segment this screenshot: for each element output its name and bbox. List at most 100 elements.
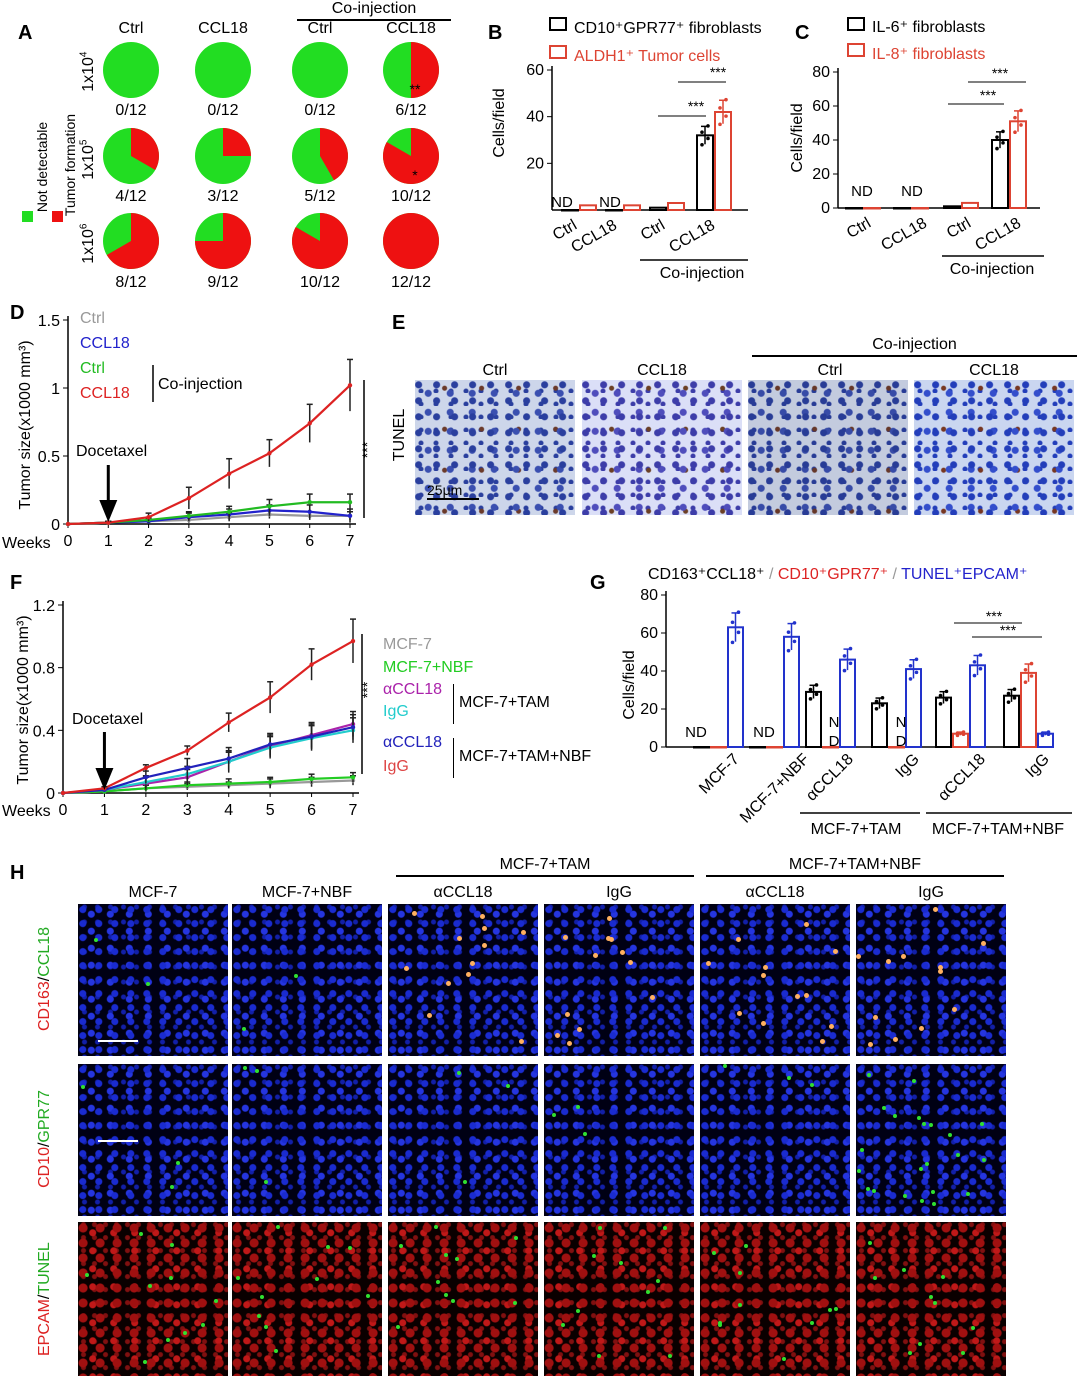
signal-dot <box>457 936 462 941</box>
signal-dot <box>607 916 612 921</box>
signal-dot <box>706 961 711 966</box>
signal-dot <box>787 1076 791 1080</box>
signal-dot <box>718 1321 722 1325</box>
series-line-1 <box>62 776 354 795</box>
point-5-3 <box>185 748 190 753</box>
dot-2-4-0 <box>972 673 977 678</box>
signal-dot <box>236 1276 240 1280</box>
legend-red-swatch <box>52 211 63 222</box>
x-tick-label: 0 <box>59 802 68 819</box>
panel-e-group-rule <box>752 355 1077 357</box>
panel-a-label: A <box>18 22 33 44</box>
y-tick-label: 20 <box>812 166 830 183</box>
dot-1-3-1 <box>1019 123 1023 127</box>
signal-dot <box>399 1244 403 1248</box>
dot-0-5-0 <box>1006 700 1011 704</box>
signal-dot <box>276 1225 280 1229</box>
panel-h-image-1-0 <box>78 1064 228 1216</box>
signal-dot <box>918 1342 922 1346</box>
sig-c-2: *** <box>992 65 1009 81</box>
signal-dot <box>886 959 891 964</box>
bar-2-2 <box>839 658 856 748</box>
signal-dot <box>737 1011 742 1016</box>
panel-h-col-1: MCF-7 <box>128 884 178 901</box>
signal-dot <box>810 1321 814 1325</box>
signal-dot <box>920 1199 924 1203</box>
panel-h-image-0-2 <box>388 904 538 1056</box>
signal-dot <box>620 950 625 955</box>
signal-dot <box>315 1277 319 1281</box>
signal-dot <box>451 1299 455 1303</box>
panel-h-row-2-b: GPR77 <box>36 1090 53 1143</box>
dot-2-5-2 <box>1040 731 1045 735</box>
y-tick-label: 80 <box>812 64 830 81</box>
signal-dot <box>723 1064 727 1068</box>
pie-2-3-label: 12/12 <box>391 274 431 291</box>
bar-0-2 <box>649 206 667 212</box>
pie-0-1-label: 0/12 <box>207 102 238 119</box>
legend-b-text-1: CD10⁺GPR77⁺ fibroblasts <box>574 20 762 37</box>
arrow-f-head <box>95 768 114 790</box>
dot-0-3-1 <box>706 136 710 141</box>
signal-dot <box>912 1079 916 1083</box>
panel-f-bracket-1 <box>453 684 454 724</box>
signal-dot <box>833 949 838 954</box>
nd-g-4-d: D <box>896 733 907 750</box>
point-4-3 <box>185 765 190 771</box>
ylabel-b: Cells/field <box>491 88 508 157</box>
panel-c-chart: 0 20 40 60 80 IL-6⁺ fibroblasts IL-8⁺ fibrobla… <box>790 17 1044 278</box>
x-tick-label: 1 <box>104 533 113 550</box>
point-5-4 <box>226 720 231 725</box>
nd-g-1: ND <box>685 724 707 741</box>
signal-dot <box>563 935 568 940</box>
signal-dot <box>867 1073 871 1077</box>
pie-1-1-slice <box>223 128 251 156</box>
signal-dot <box>828 1308 832 1312</box>
bar-1-1 <box>766 746 783 749</box>
panel-h-image-1-3 <box>544 1064 694 1216</box>
panel-h-image-2-0 <box>78 1222 228 1376</box>
signal-dot <box>893 1114 897 1118</box>
signal-dot <box>242 1027 246 1031</box>
xlabel-d: Weeks <box>2 535 51 552</box>
panel-h-col-3: αCCL18 <box>433 884 493 901</box>
point-1-3 <box>185 782 190 788</box>
dot-0-5-3 <box>1012 687 1017 692</box>
bar-1-3 <box>1009 120 1027 209</box>
x-tick-label: 0 <box>64 533 73 550</box>
signal-dot <box>929 1295 933 1299</box>
y-tick-label: 0 <box>51 517 60 534</box>
legend-d-group: Co-injection <box>158 376 242 393</box>
y-tick-label: 40 <box>812 132 830 149</box>
dot-1-3-3 <box>1019 108 1023 113</box>
panel-g-title-1: CD163⁺CCL18⁺ <box>648 566 765 583</box>
signal-dot <box>597 1354 601 1358</box>
point-2-6 <box>307 500 312 505</box>
dot-0-3-2 <box>995 135 999 139</box>
panel-e-image-2 <box>582 380 742 515</box>
panel-g-label: G <box>590 572 606 594</box>
panel-b-chart: 20 40 60 CD10⁺GPR77⁺ fibroblasts ALDH1⁺ Tumo… <box>491 17 762 282</box>
panel-h-row-1-b: CCL18 <box>36 926 53 977</box>
bar-2-1 <box>783 635 800 748</box>
dot-0-2-3 <box>814 683 819 687</box>
xcat-b-1: CCL18 <box>568 217 620 257</box>
bar-1-2 <box>822 746 839 749</box>
signal-dot <box>646 1290 650 1294</box>
signal-dot <box>148 1284 152 1288</box>
y-tick-label: 0.8 <box>33 661 55 678</box>
panel-d-chart: 0 0.5 1 1.5 0 1 2 3 4 5 6 7 Tumor size(x1000 mm³) Wee… <box>2 310 375 552</box>
sig-d: *** <box>359 441 375 458</box>
pie-2-3-slice <box>383 213 439 269</box>
bar-1-2 <box>961 201 979 209</box>
signal-dot <box>893 1037 898 1042</box>
panel-f-legend-2: MCF-7+NBF <box>383 659 474 676</box>
signal-dot <box>480 914 485 919</box>
signal-dot <box>412 911 417 916</box>
bar-0-2 <box>943 205 961 210</box>
pie-0-3-sig: ** <box>410 81 421 97</box>
panel-h-image-0-1 <box>232 904 382 1056</box>
group-c: Co-injection <box>950 261 1034 278</box>
pie-1-3-slice <box>382 128 439 185</box>
ylabel-c: Cells/field <box>790 103 806 172</box>
